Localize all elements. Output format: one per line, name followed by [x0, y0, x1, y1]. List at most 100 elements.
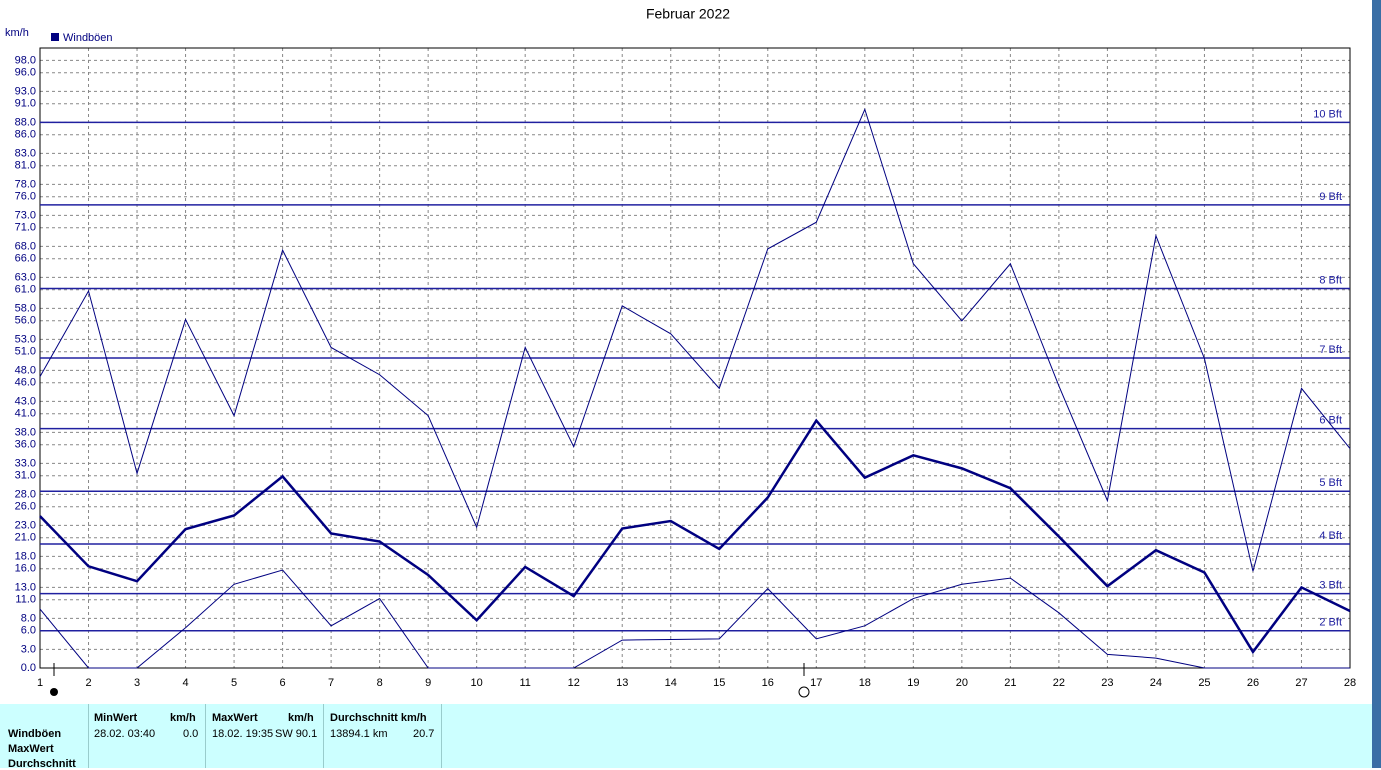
y-tick-label: 86.0 [15, 129, 36, 141]
y-tick-label: 3.0 [21, 643, 36, 655]
y-tick-label: 23.0 [15, 519, 36, 531]
legend-label: Windböen [63, 32, 113, 44]
moon-full [50, 688, 58, 696]
row-label: MaxWert [8, 743, 54, 755]
x-tick-label: 7 [328, 677, 334, 689]
reference-label: 5 Bft [1319, 477, 1342, 489]
y-tick-label: 91.0 [15, 98, 36, 110]
y-tick-label: 78.0 [15, 178, 36, 190]
y-axis-label: km/h [5, 27, 29, 39]
x-tick-label: 11 [519, 677, 530, 689]
header: km/h [170, 712, 196, 724]
reference-label: 7 Bft [1319, 344, 1342, 356]
y-tick-label: 26.0 [15, 501, 36, 513]
x-tick-label: 9 [425, 677, 431, 689]
x-tick-label: 24 [1150, 677, 1162, 689]
header: MinWert [94, 712, 138, 724]
header: km/h [288, 712, 314, 724]
x-tick-label: 6 [280, 677, 286, 689]
reference-label: 10 Bft [1313, 108, 1342, 120]
y-tick-label: 28.0 [15, 488, 36, 500]
y-tick-label: 38.0 [15, 426, 36, 438]
desktop-edge [1372, 0, 1381, 768]
x-tick-label: 22 [1053, 677, 1065, 689]
cell: 18.02. 19:35 [212, 728, 274, 740]
y-tick-label: 83.0 [15, 147, 36, 159]
row-label: Windböen [8, 728, 62, 740]
y-tick-label: 98.0 [15, 54, 36, 66]
series-line [39, 418, 1351, 655]
y-tick-label: 13.0 [15, 581, 36, 593]
x-tick-label: 25 [1198, 677, 1210, 689]
y-tick-label: 73.0 [15, 209, 36, 221]
y-tick-label: 21.0 [15, 532, 36, 544]
cell: SW 90.1 [275, 728, 318, 740]
y-tick-label: 43.0 [15, 395, 36, 407]
x-tick-label: 10 [471, 677, 483, 689]
x-tick-label: 21 [1004, 677, 1016, 689]
y-tick-label: 16.0 [15, 563, 36, 575]
header: Durchschnitt km/h [330, 712, 427, 724]
y-tick-label: 56.0 [15, 315, 36, 327]
x-tick-label: 16 [762, 677, 774, 689]
x-tick-label: 14 [665, 677, 677, 689]
x-tick-label: 12 [568, 677, 580, 689]
y-tick-label: 36.0 [15, 439, 36, 451]
y-tick-label: 61.0 [15, 284, 36, 296]
x-tick-label: 18 [859, 677, 871, 689]
x-tick-label: 17 [810, 677, 822, 689]
reference-label: 4 Bft [1319, 530, 1342, 542]
y-tick-label: 68.0 [15, 240, 36, 252]
y-tick-label: 31.0 [15, 470, 36, 482]
x-tick-label: 13 [616, 677, 628, 689]
y-tick-label: 66.0 [15, 253, 36, 265]
series-line [39, 569, 1350, 669]
row-label: Durchschnitt [8, 758, 76, 770]
y-tick-label: 51.0 [15, 346, 36, 358]
cell: 13894.1 km [330, 728, 388, 740]
x-tick-label: 23 [1101, 677, 1113, 689]
y-tick-label: 33.0 [15, 457, 36, 469]
x-tick-label: 28 [1344, 677, 1356, 689]
x-tick-label: 8 [377, 677, 383, 689]
y-tick-label: 71.0 [15, 222, 36, 234]
reference-label: 9 Bft [1319, 191, 1342, 203]
reference-label: 8 Bft [1319, 274, 1342, 286]
cell: 28.02. 03:40 [94, 728, 156, 740]
y-tick-label: 6.0 [21, 625, 36, 637]
x-tick-label: 19 [907, 677, 919, 689]
y-tick-label: 8.0 [21, 612, 36, 624]
y-tick-label: 58.0 [15, 302, 36, 314]
x-tick-label: 20 [956, 677, 968, 689]
x-tick-label: 4 [182, 677, 188, 689]
y-tick-label: 93.0 [15, 85, 36, 97]
y-tick-label: 88.0 [15, 116, 36, 128]
x-tick-label: 27 [1295, 677, 1307, 689]
y-tick-label: 41.0 [15, 408, 36, 420]
cell: 20.7 [413, 728, 435, 740]
y-tick-label: 81.0 [15, 160, 36, 172]
chart: Februar 2022 km/h Windböen 1 2 3 4 5 6 7 8 9 10 11… [5, 6, 1356, 698]
y-tick-label: 48.0 [15, 364, 36, 376]
stats-panel: Windböen MaxWert Durchschnitt MinWert km… [0, 704, 1372, 770]
reference-label: 2 Bft [1319, 617, 1342, 629]
x-tick-label: 2 [85, 677, 91, 689]
moon-new [798, 686, 810, 698]
y-tick-label: 63.0 [15, 271, 36, 283]
y-tick-label: 46.0 [15, 377, 36, 389]
y-tick-label: 0.0 [21, 662, 36, 674]
header: MaxWert [212, 712, 258, 724]
y-tick-label: 96.0 [15, 67, 36, 79]
y-tick-label: 11.0 [15, 594, 36, 606]
cell: 0.0 [183, 728, 199, 740]
legend-swatch [51, 33, 59, 41]
y-tick-label: 76.0 [15, 191, 36, 203]
chart-title: Februar 2022 [646, 6, 730, 22]
x-tick-label: 15 [713, 677, 725, 689]
x-tick-label: 5 [231, 677, 237, 689]
y-tick-label: 18.0 [15, 550, 36, 562]
x-tick-label: 1 [37, 677, 43, 689]
y-tick-label: 53.0 [15, 333, 36, 345]
reference-label: 3 Bft [1319, 580, 1342, 592]
